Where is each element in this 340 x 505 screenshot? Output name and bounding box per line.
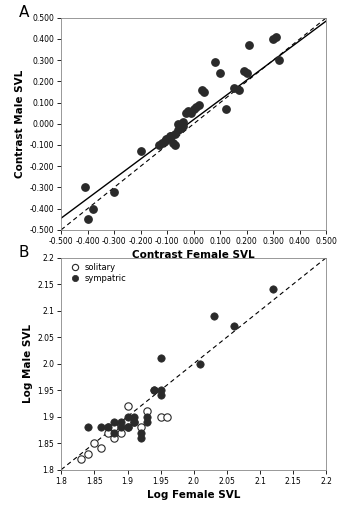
Point	[178, 124, 183, 132]
Point	[183, 109, 189, 117]
Point	[194, 103, 199, 111]
solitary	[132, 418, 137, 426]
sympatric	[105, 423, 110, 431]
Point	[172, 130, 178, 138]
Point	[167, 132, 173, 140]
sympatric	[158, 391, 164, 399]
Point	[181, 122, 186, 130]
sympatric	[138, 428, 143, 436]
solitary	[125, 423, 130, 431]
solitary	[98, 444, 104, 452]
Point	[162, 137, 167, 145]
Point	[172, 141, 178, 149]
solitary	[125, 402, 130, 410]
Point	[231, 84, 236, 92]
Point	[218, 69, 223, 77]
solitary	[105, 423, 110, 431]
X-axis label: Log Female SVL: Log Female SVL	[147, 490, 240, 500]
Point	[85, 215, 90, 223]
Point	[202, 88, 207, 96]
sympatric	[151, 386, 157, 394]
Point	[112, 187, 117, 195]
solitary	[138, 423, 143, 431]
sympatric	[98, 423, 104, 431]
sympatric	[85, 423, 90, 431]
sympatric	[198, 360, 203, 368]
Point	[247, 41, 252, 49]
Point	[167, 133, 173, 141]
Text: A: A	[19, 5, 29, 20]
Point	[175, 120, 181, 128]
solitary	[112, 423, 117, 431]
sympatric	[112, 418, 117, 426]
Point	[165, 134, 170, 142]
sympatric	[118, 423, 124, 431]
Point	[82, 183, 88, 191]
Point	[271, 35, 276, 43]
Point	[163, 134, 169, 142]
sympatric	[271, 285, 276, 293]
Point	[170, 139, 175, 147]
sympatric	[132, 418, 137, 426]
sympatric	[151, 386, 157, 394]
Legend: solitary, sympatric: solitary, sympatric	[65, 262, 127, 283]
Point	[223, 105, 228, 113]
Point	[273, 33, 279, 41]
solitary	[145, 407, 150, 415]
sympatric	[231, 323, 236, 331]
Point	[157, 141, 162, 149]
Point	[241, 67, 247, 75]
sympatric	[158, 386, 164, 394]
sympatric	[158, 355, 164, 363]
solitary	[158, 413, 164, 421]
Point	[159, 139, 165, 147]
sympatric	[132, 413, 137, 421]
Point	[212, 58, 218, 66]
sympatric	[125, 423, 130, 431]
Point	[276, 56, 282, 64]
solitary	[85, 449, 90, 458]
Text: B: B	[19, 245, 29, 260]
Point	[244, 69, 250, 77]
Point	[175, 126, 181, 134]
Point	[90, 205, 96, 213]
sympatric	[112, 428, 117, 436]
Y-axis label: Contrast Male SVL: Contrast Male SVL	[15, 70, 26, 178]
Point	[191, 105, 197, 113]
Point	[199, 86, 204, 94]
X-axis label: Contrast Female SVL: Contrast Female SVL	[133, 250, 255, 260]
Y-axis label: Log Male SVL: Log Male SVL	[23, 324, 33, 403]
solitary	[112, 434, 117, 442]
Point	[197, 100, 202, 109]
Point	[181, 118, 186, 126]
Point	[188, 109, 194, 117]
sympatric	[125, 413, 130, 421]
sympatric	[118, 418, 124, 426]
Point	[169, 132, 174, 140]
Point	[236, 86, 242, 94]
solitary	[118, 428, 124, 436]
solitary	[92, 439, 97, 447]
solitary	[165, 413, 170, 421]
sympatric	[211, 312, 217, 320]
sympatric	[145, 413, 150, 421]
sympatric	[145, 418, 150, 426]
Point	[138, 147, 143, 156]
solitary	[105, 428, 110, 436]
solitary	[79, 455, 84, 463]
Point	[186, 107, 191, 115]
sympatric	[138, 434, 143, 442]
